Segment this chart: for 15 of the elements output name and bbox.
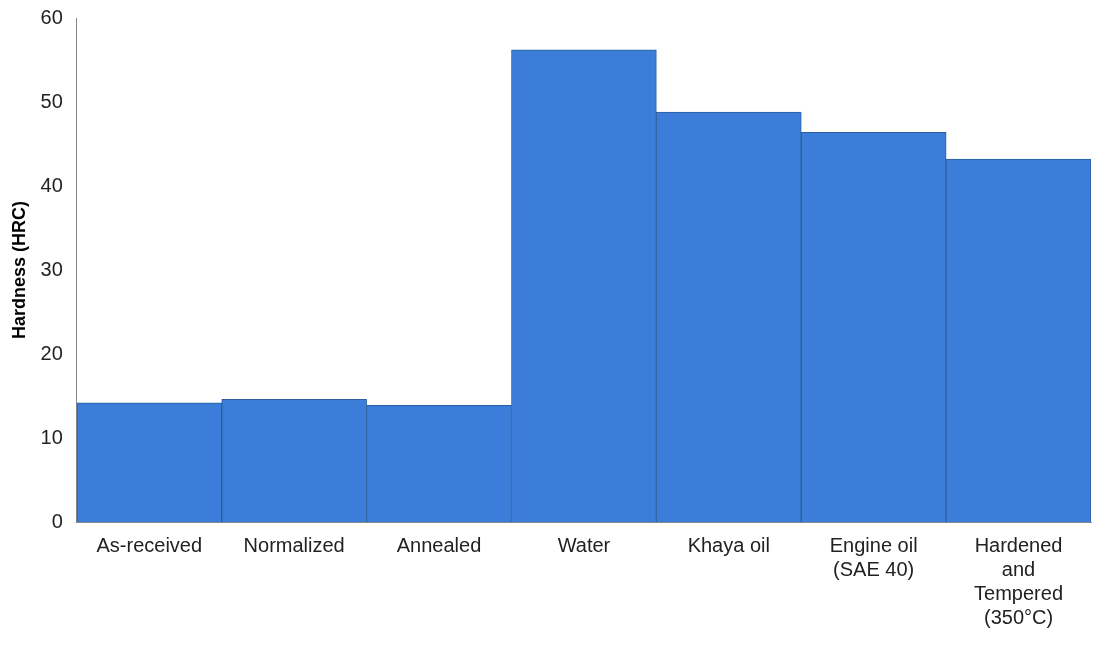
x-tick-label: As-received [96, 533, 203, 556]
x-tick-label: Engine oil (SAE 40) [829, 533, 918, 580]
y-tick-label: 30 [40, 257, 63, 280]
y-tick-label: 10 [40, 425, 63, 448]
y-axis-title: Hardness (HRC) [8, 200, 29, 340]
y-tick-label: 0 [51, 509, 63, 532]
x-tick-label: Normalized [243, 533, 345, 556]
y-tick-label: 50 [40, 89, 63, 112]
x-tick-label: Annealed [396, 533, 482, 556]
y-tick-label: 20 [40, 341, 63, 364]
x-tick-label: Khaya oil [687, 533, 770, 556]
y-tick-label: 40 [40, 173, 63, 196]
x-tick-label: Water [557, 533, 611, 556]
x-tick-label: Hardened and Tempered (350°C) [974, 533, 1064, 628]
y-tick-label: 60 [40, 5, 63, 28]
